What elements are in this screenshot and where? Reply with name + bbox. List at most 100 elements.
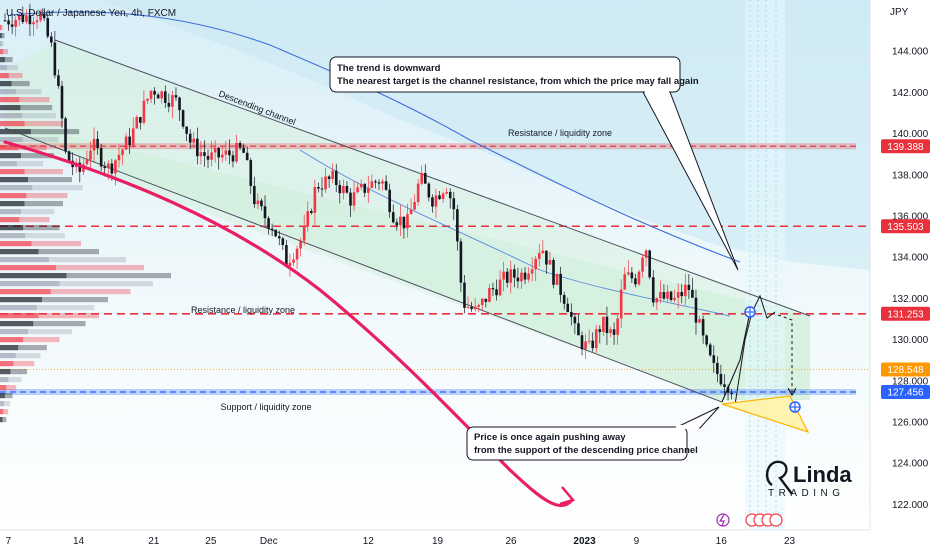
candle-body xyxy=(370,181,374,188)
candle-body xyxy=(708,344,712,356)
candle-body xyxy=(203,152,206,156)
trend-curve[interactable] xyxy=(3,140,574,508)
y-tick-label: 142.000 xyxy=(892,88,929,99)
y-tick-label: 144.000 xyxy=(892,47,929,58)
zone-label-upper: Resistance / liquidity zone xyxy=(508,128,612,138)
candle-body xyxy=(441,193,445,200)
volume-bar xyxy=(0,337,60,343)
price-axis[interactable] xyxy=(870,0,932,530)
volume-bar-core xyxy=(0,217,20,223)
candle-body xyxy=(99,148,103,167)
candle-body xyxy=(402,216,406,229)
level-band[interactable] xyxy=(0,143,856,150)
candle-body xyxy=(345,185,349,193)
volume-bar-core xyxy=(0,361,14,367)
volume-bar-core xyxy=(0,209,21,215)
volume-bar xyxy=(0,25,3,31)
volume-bar xyxy=(0,313,99,319)
candle-body xyxy=(263,206,267,219)
level-badge-label: 139.388 xyxy=(887,142,924,153)
candle-body xyxy=(555,273,559,285)
candle-body xyxy=(7,20,10,25)
candle-body xyxy=(285,244,288,267)
candle-body xyxy=(459,241,463,283)
candle-body xyxy=(131,128,135,146)
volume-bar-core xyxy=(0,161,17,167)
candle-body xyxy=(367,187,370,193)
y-tick-label: 132.000 xyxy=(892,294,929,305)
candle-body xyxy=(648,250,651,278)
candle-body xyxy=(409,209,413,215)
candle-body xyxy=(527,273,530,280)
candle-body xyxy=(320,188,324,190)
y-tick-label: 138.000 xyxy=(892,170,929,181)
candle-body xyxy=(292,259,295,263)
candle-body xyxy=(267,218,270,229)
candle-body xyxy=(630,272,634,279)
candle-body xyxy=(53,42,57,76)
candle-body xyxy=(381,181,384,184)
candle-body xyxy=(249,160,253,186)
candle-body xyxy=(374,181,377,183)
volume-bar xyxy=(0,305,95,311)
candle-body xyxy=(42,13,46,19)
volume-bar xyxy=(0,113,56,119)
volume-bar xyxy=(0,65,18,71)
candle-body xyxy=(651,277,655,303)
candle-body xyxy=(498,279,502,296)
candle-body xyxy=(541,250,545,254)
candle-body xyxy=(192,138,196,143)
level-badge-label: 128.548 xyxy=(887,365,924,376)
candle-body xyxy=(434,195,438,207)
candle-body xyxy=(327,176,331,179)
level-badge xyxy=(881,139,930,154)
candle-body xyxy=(334,170,338,185)
volume-bar-core xyxy=(0,401,4,407)
target-marker-lower[interactable] xyxy=(789,401,801,413)
x-tick-label: 21 xyxy=(148,536,160,547)
candle-body xyxy=(220,154,224,158)
event-icon-4[interactable] xyxy=(769,513,783,527)
candle-body xyxy=(256,200,260,205)
volume-bar xyxy=(0,353,41,359)
callout-support[interactable]: Price is once again pushing away from th… xyxy=(466,406,720,461)
candle-body xyxy=(698,319,701,323)
projection-drop[interactable] xyxy=(777,314,792,392)
flash-icon[interactable] xyxy=(716,513,730,527)
volume-bar xyxy=(0,249,99,255)
candle-body xyxy=(67,151,71,161)
candle-body xyxy=(591,340,594,349)
candle-body xyxy=(28,15,32,25)
candle-body xyxy=(602,316,605,332)
candle-body xyxy=(477,304,481,307)
x-tick-label: 26 xyxy=(505,536,517,547)
linda-trading-logo: Linda TRADING xyxy=(765,460,852,499)
candle-body xyxy=(473,306,477,310)
zone-label-lower: Support / liquidity zone xyxy=(220,402,311,412)
candle-body xyxy=(705,335,708,345)
candle-body xyxy=(659,292,662,299)
volume-bar-core xyxy=(0,113,22,119)
target-marker-upper[interactable] xyxy=(744,306,756,318)
candle-body xyxy=(89,150,92,160)
time-axis[interactable] xyxy=(0,530,932,550)
candle-body xyxy=(520,272,523,282)
channel-upper-line[interactable] xyxy=(54,39,811,317)
projection-path-2[interactable] xyxy=(734,294,776,406)
candle-body xyxy=(594,329,598,349)
candle-body xyxy=(559,273,562,295)
callout-trend[interactable]: The trend is downward The nearest target… xyxy=(329,56,739,271)
volume-bar-core xyxy=(0,321,34,327)
candle-body xyxy=(217,147,221,158)
x-tick-label: 25 xyxy=(205,536,217,547)
volume-bar xyxy=(0,137,59,143)
candle-body xyxy=(363,183,367,193)
candle-body xyxy=(509,269,513,283)
level-band[interactable] xyxy=(0,389,856,396)
event-icons[interactable] xyxy=(716,513,783,527)
channel-lower-line[interactable] xyxy=(4,127,723,403)
volume-bar xyxy=(0,369,27,375)
target-triangle[interactable] xyxy=(721,395,810,434)
projection-path[interactable] xyxy=(721,312,750,403)
